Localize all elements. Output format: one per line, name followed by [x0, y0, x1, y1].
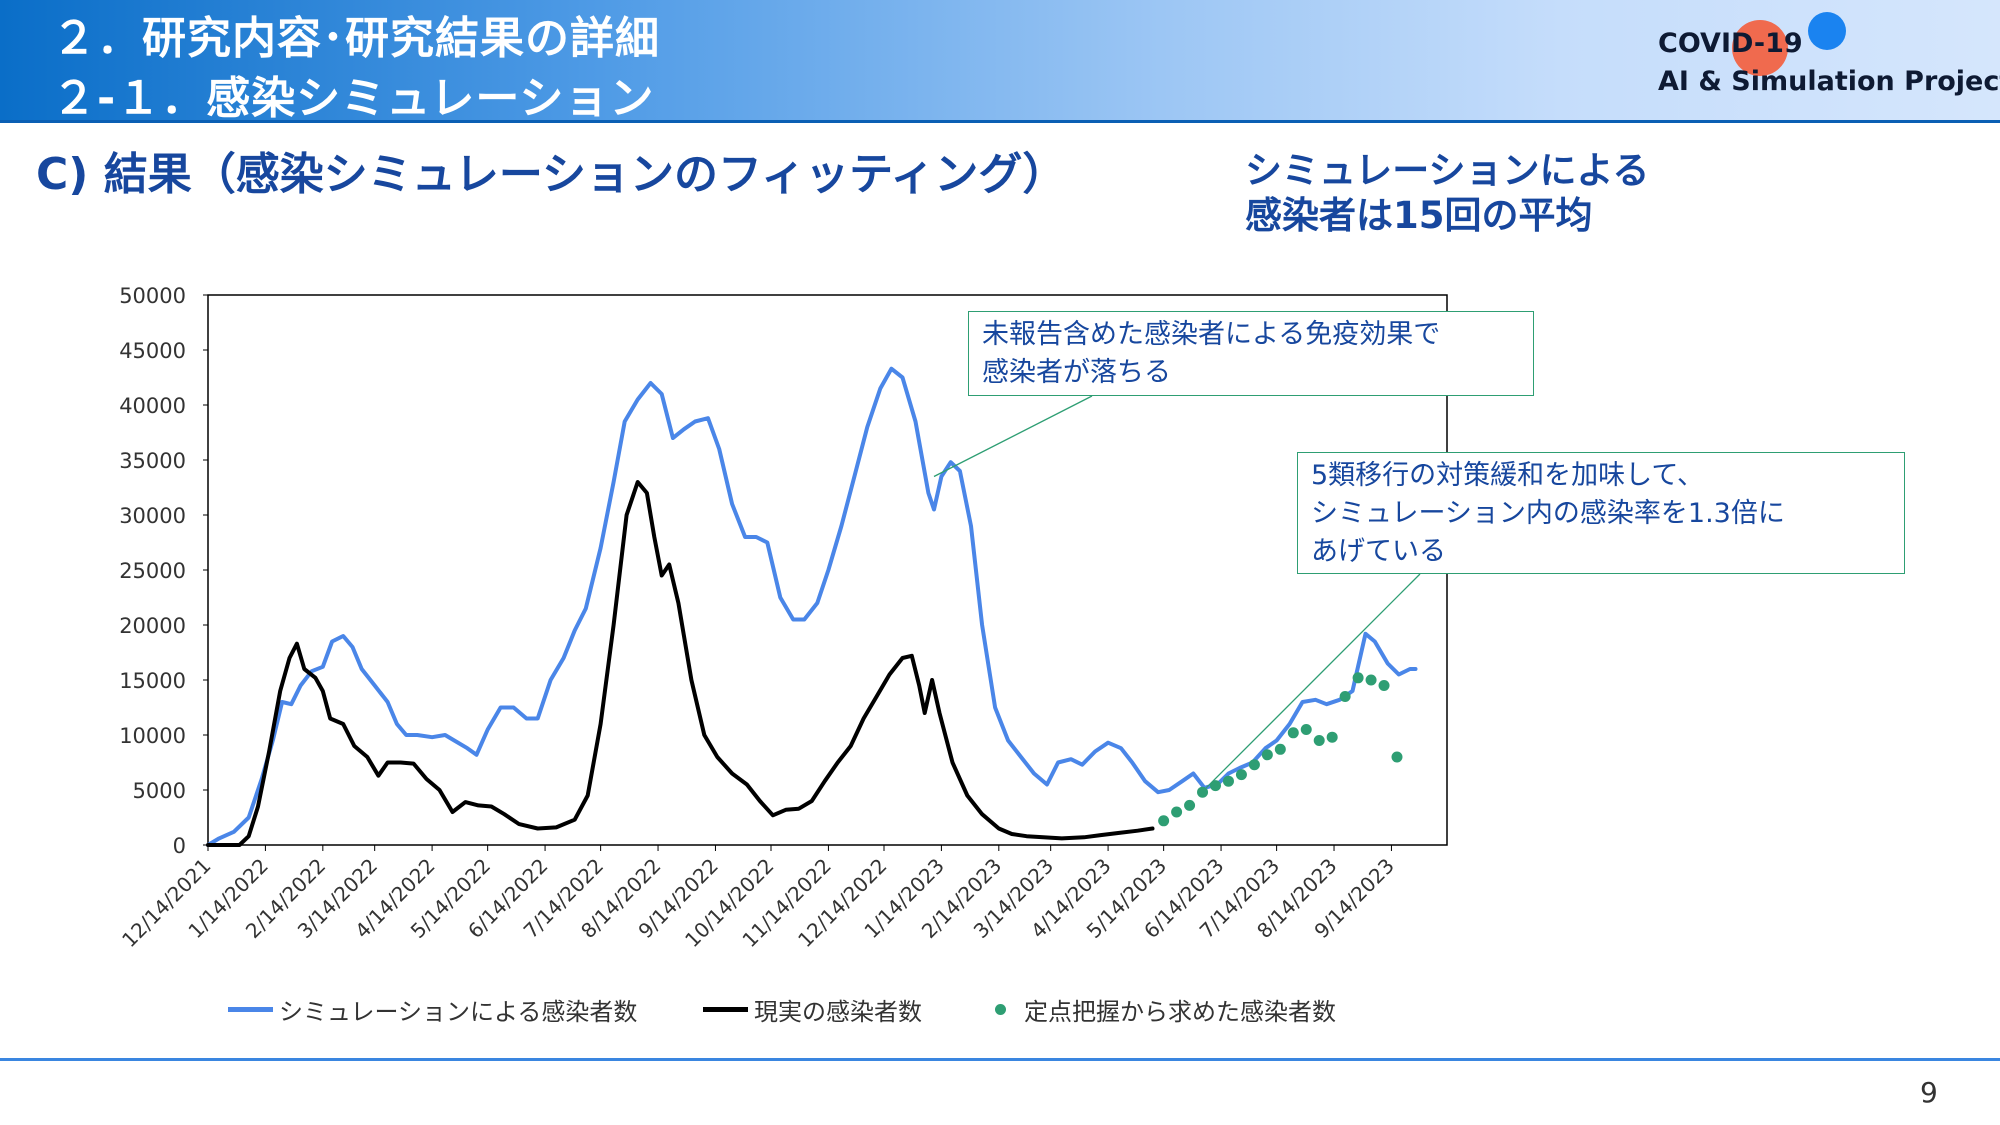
logo-text-line2: AI & Simulation Project	[1658, 66, 2000, 97]
sentinel-point	[1248, 759, 1260, 771]
legend-swatch-simulation	[228, 1006, 273, 1012]
y-tick-label: 30000	[119, 504, 186, 528]
sentinel-point	[1365, 674, 1377, 686]
callout-immunity-leader	[933, 395, 1093, 478]
callout-category5-transition: 5類移行の対策緩和を加味して、 シミュレーション内の感染率を1.3倍に あげてい…	[1297, 452, 1905, 574]
sentinel-point	[1222, 775, 1234, 787]
sentinel-point	[1326, 731, 1338, 743]
sentinel-point	[1274, 743, 1286, 755]
footer-divider	[0, 1058, 2000, 1061]
callout-immunity-line1: 未報告含めた感染者による免疫効果で	[982, 319, 1441, 350]
callout-category5-line1: 5類移行の対策緩和を加味して、	[1311, 460, 1705, 491]
legend-label-sentinel: 定点把握から求めた感染者数	[1024, 997, 1336, 1026]
slide-subtitle: C) 結果（感染シミュレーションのフィッティング）	[36, 149, 1067, 200]
sentinel-point	[1313, 735, 1325, 746]
callout-immunity-line2: 感染者が落ちる	[982, 357, 1171, 388]
y-tick-label: 0	[173, 834, 186, 858]
sentinel-point	[1184, 799, 1196, 811]
page-number: 9	[1920, 1076, 1938, 1109]
y-tick-label: 25000	[119, 559, 186, 583]
sentinel-point	[1300, 724, 1312, 735]
sentinel-point	[1339, 691, 1351, 702]
line-chart: 0 5000 10000 15000 20000 25000 30000 35000 40000…	[117, 284, 1448, 952]
logo-mark-accent	[1808, 12, 1846, 50]
y-tick-label: 45000	[119, 339, 186, 363]
sentinel-point	[1158, 815, 1170, 827]
y-tick-label: 15000	[119, 669, 186, 693]
legend-swatch-sentinel	[995, 1003, 1006, 1015]
subsection-title: ２-１．感染シミュレーション	[52, 73, 655, 124]
y-tick-label: 5000	[133, 779, 186, 803]
callout-immunity-effect: 未報告含めた感染者による免疫効果で 感染者が落ちる	[968, 311, 1534, 396]
sentinel-point	[1378, 680, 1390, 691]
sentinel-point	[1391, 751, 1403, 763]
y-tick-label: 35000	[119, 449, 186, 473]
series-simulation-line	[206, 366, 1418, 847]
sentinel-point	[1197, 786, 1209, 798]
sentinel-point	[1171, 806, 1183, 818]
legend-item-actual: 現実の感染者数	[703, 992, 922, 1026]
legend-label-actual: 現実の感染者数	[754, 997, 922, 1026]
header-banner	[0, 0, 2000, 120]
callout-category5-line2: シミュレーション内の感染率を1.3倍に	[1311, 498, 1785, 529]
logo-mark	[1732, 20, 1788, 76]
legend-item-simulation: シミュレーションによる感染者数	[228, 992, 637, 1026]
sentinel-point	[1209, 780, 1221, 792]
note-line1: シミュレーションによる	[1245, 149, 1650, 192]
legend-swatch-actual	[703, 1006, 748, 1012]
note-line2: 感染者は15回の平均	[1245, 194, 1593, 237]
sentinel-point	[1352, 672, 1364, 684]
sentinel-point	[1261, 749, 1273, 761]
logo-text-line1: COVID-19	[1658, 28, 1803, 59]
header-divider	[0, 120, 2000, 123]
sentinel-point	[1287, 727, 1299, 739]
callout-category5-line3: あげている	[1311, 536, 1446, 567]
y-tick-label: 50000	[119, 284, 186, 308]
series-actual-line	[206, 480, 1155, 847]
y-tick-label: 20000	[119, 614, 186, 638]
y-tick-label: 10000	[119, 724, 186, 748]
legend-label-simulation: シミュレーションによる感染者数	[279, 997, 638, 1026]
sentinel-point	[1235, 769, 1247, 781]
y-tick-label: 40000	[119, 394, 186, 418]
legend-item-sentinel: 定点把握から求めた感染者数	[995, 992, 1336, 1026]
callout-category5-leader	[1205, 573, 1421, 789]
section-title: ２．研究内容･研究結果の詳細	[52, 13, 660, 64]
